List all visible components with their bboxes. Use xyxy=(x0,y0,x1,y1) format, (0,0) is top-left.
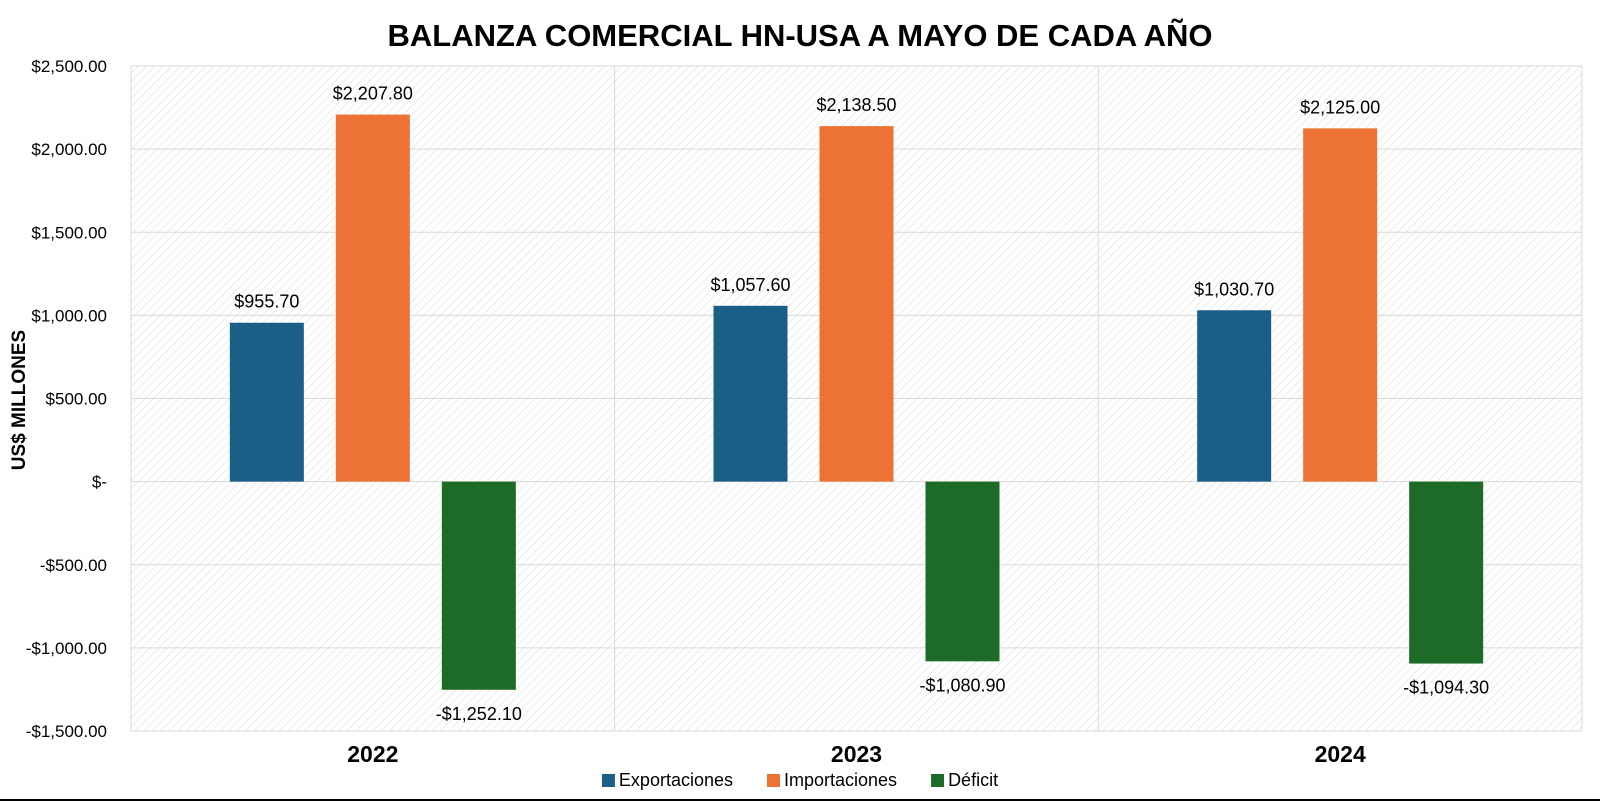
bar-exportaciones-2023 xyxy=(713,305,788,482)
legend-swatch xyxy=(931,774,945,787)
data-label: $1,057.60 xyxy=(710,275,790,295)
y-tick-label: -$1,000.00 xyxy=(26,639,107,658)
y-axis-tick-labels: $2,500.00 $2,000.00 $1,500.00 $1,000.00 $500… xyxy=(26,57,107,741)
data-label: -$1,094.30 xyxy=(1403,678,1489,698)
bar-importaciones-2024 xyxy=(1303,128,1378,482)
x-tick-label: 2023 xyxy=(831,741,882,767)
y-tick-label: $1,500.00 xyxy=(31,223,107,242)
y-tick-label: $- xyxy=(92,473,107,492)
chart-title: BALANZA COMERCIAL HN-USA A MAYO DE CADA … xyxy=(388,18,1213,53)
data-label: $955.70 xyxy=(234,292,299,312)
category-separators xyxy=(614,66,1099,731)
legend-label: Déficit xyxy=(948,770,998,790)
data-label: $1,030.70 xyxy=(1194,279,1274,299)
bars xyxy=(229,114,1484,690)
data-label: $2,138.50 xyxy=(816,95,896,115)
data-label: -$1,080.90 xyxy=(919,675,1005,695)
legend-swatch xyxy=(601,774,615,787)
x-axis-tick-labels: 2022 2023 2024 xyxy=(347,741,1366,767)
bar-exportaciones-2024 xyxy=(1197,310,1272,482)
y-tick-label: $2,500.00 xyxy=(31,57,107,76)
y-tick-label: -$1,500.00 xyxy=(26,722,107,741)
legend-swatch xyxy=(767,774,780,787)
y-tick-label: $2,000.00 xyxy=(31,140,107,159)
legend-item: Importaciones xyxy=(767,770,897,790)
legend-label: Exportaciones xyxy=(619,770,733,790)
legend-item: Exportaciones xyxy=(601,770,733,790)
bar-importaciones-2023 xyxy=(819,126,894,482)
legend: Exportaciones Importaciones Déficit xyxy=(601,770,998,790)
bar-d-ficit-2023 xyxy=(925,481,1000,662)
data-label: -$1,252.10 xyxy=(436,704,522,724)
x-tick-label: 2022 xyxy=(347,741,398,767)
data-label: $2,207.80 xyxy=(333,84,413,104)
x-tick-label: 2024 xyxy=(1315,741,1366,767)
bar-d-ficit-2024 xyxy=(1409,481,1484,664)
bar-exportaciones-2022 xyxy=(229,322,304,482)
bar-importaciones-2022 xyxy=(335,114,410,482)
legend-item: Déficit xyxy=(931,770,998,790)
data-labels: $955.70 $2,207.80 -$1,252.10 $1,057.60 $2,13… xyxy=(234,84,1489,724)
y-axis-label: US$ MILLONES xyxy=(9,330,30,470)
y-tick-label: $500.00 xyxy=(46,390,107,409)
y-tick-label: -$500.00 xyxy=(40,556,107,575)
y-tick-label: $1,000.00 xyxy=(31,306,107,325)
data-label: $2,125.00 xyxy=(1300,97,1380,117)
bar-d-ficit-2022 xyxy=(441,481,516,690)
legend-label: Importaciones xyxy=(784,770,897,790)
